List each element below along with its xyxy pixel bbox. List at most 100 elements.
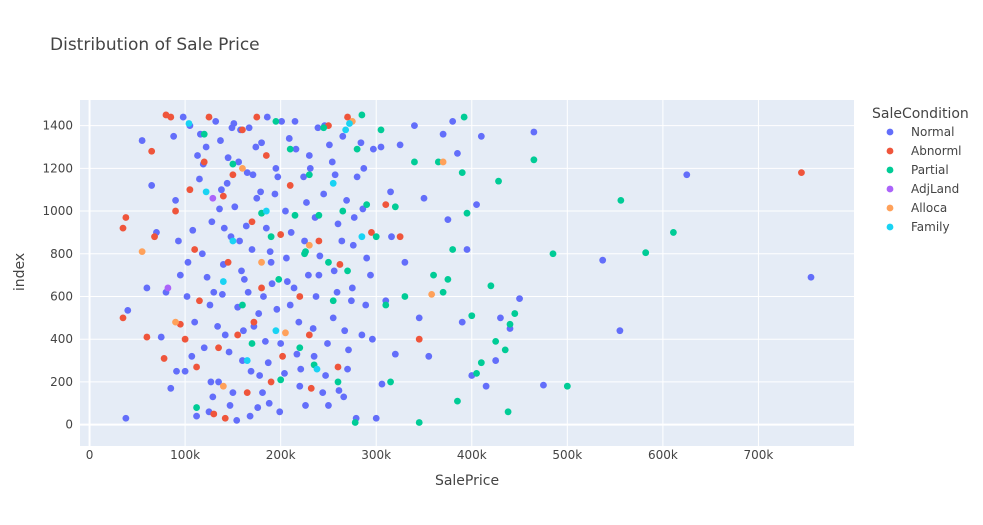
data-point[interactable] (261, 337, 269, 345)
data-point[interactable] (267, 258, 275, 266)
data-point[interactable] (283, 254, 290, 262)
data-point[interactable] (454, 149, 461, 157)
data-point[interactable] (193, 404, 200, 411)
data-point[interactable] (497, 314, 504, 322)
data-point[interactable] (334, 363, 342, 371)
data-point[interactable] (242, 222, 250, 230)
data-point[interactable] (312, 293, 320, 300)
data-point[interactable] (492, 357, 500, 364)
data-point[interactable] (196, 175, 203, 183)
data-point[interactable] (295, 318, 303, 326)
data-point[interactable] (563, 382, 571, 390)
data-point[interactable] (247, 367, 255, 375)
data-point[interactable] (240, 276, 248, 283)
data-point[interactable] (343, 196, 350, 204)
legend-item-alloca[interactable]: Alloca (886, 201, 948, 215)
data-point[interactable] (388, 233, 395, 241)
data-point[interactable] (411, 158, 418, 166)
data-point[interactable] (260, 293, 267, 300)
data-point[interactable] (206, 301, 214, 309)
data-point[interactable] (304, 271, 312, 279)
data-point[interactable] (328, 158, 336, 166)
data-point[interactable] (254, 404, 262, 411)
data-point[interactable] (219, 278, 227, 285)
data-point[interactable] (297, 365, 305, 373)
data-point[interactable] (516, 295, 523, 303)
data-point[interactable] (233, 416, 241, 424)
data-point[interactable] (290, 284, 298, 292)
data-point[interactable] (296, 293, 304, 300)
data-point[interactable] (224, 154, 232, 162)
data-point[interactable] (183, 293, 191, 300)
data-point[interactable] (303, 199, 310, 206)
data-point[interactable] (207, 378, 215, 386)
data-point[interactable] (329, 314, 337, 322)
data-point[interactable] (334, 378, 342, 386)
data-point[interactable] (449, 117, 457, 125)
data-point[interactable] (434, 158, 442, 166)
data-point[interactable] (248, 246, 256, 253)
data-point[interactable] (807, 273, 815, 281)
data-point[interactable] (122, 214, 130, 221)
data-point[interactable] (296, 382, 304, 390)
data-point[interactable] (296, 344, 304, 352)
data-point[interactable] (320, 124, 328, 132)
data-point[interactable] (223, 179, 231, 187)
data-point[interactable] (243, 389, 251, 397)
data-point[interactable] (468, 312, 476, 320)
data-point[interactable] (279, 352, 286, 360)
data-point[interactable] (458, 169, 466, 177)
data-point[interactable] (396, 141, 404, 149)
data-point[interactable] (217, 137, 224, 144)
data-point[interactable] (240, 327, 247, 335)
data-point[interactable] (444, 216, 452, 224)
data-point[interactable] (226, 402, 234, 409)
data-point[interactable] (329, 179, 337, 187)
series-adjland[interactable] (164, 194, 217, 292)
series-alloca[interactable] (138, 117, 447, 390)
data-point[interactable] (172, 196, 179, 204)
data-point[interactable] (286, 145, 294, 153)
data-point[interactable] (344, 113, 351, 121)
data-point[interactable] (281, 369, 288, 377)
data-point[interactable] (262, 224, 270, 232)
data-point[interactable] (282, 329, 289, 337)
data-point[interactable] (454, 397, 461, 405)
data-point[interactable] (172, 318, 179, 326)
data-point[interactable] (320, 190, 328, 198)
data-point[interactable] (482, 382, 490, 390)
data-point[interactable] (391, 350, 399, 358)
data-point[interactable] (202, 188, 210, 196)
legend-item-normal[interactable]: Normal (886, 125, 955, 139)
data-point[interactable] (387, 378, 394, 386)
data-point[interactable] (411, 122, 418, 130)
data-point[interactable] (313, 365, 321, 373)
data-point[interactable] (245, 124, 253, 132)
data-point[interactable] (267, 378, 275, 386)
data-point[interactable] (253, 194, 261, 202)
data-point[interactable] (487, 282, 495, 290)
data-point[interactable] (259, 389, 266, 397)
data-point[interactable] (188, 352, 196, 360)
data-point[interactable] (221, 414, 229, 422)
data-point[interactable] (173, 367, 180, 375)
data-point[interactable] (253, 113, 261, 121)
data-point[interactable] (119, 224, 127, 232)
legend-item-adjland[interactable]: AdjLand (886, 182, 960, 196)
data-point[interactable] (210, 410, 218, 418)
data-point[interactable] (202, 143, 210, 151)
data-point[interactable] (473, 201, 480, 209)
data-point[interactable] (415, 335, 423, 343)
data-point[interactable] (238, 267, 245, 275)
data-point[interactable] (255, 310, 263, 317)
data-point[interactable] (186, 186, 194, 194)
data-point[interactable] (248, 340, 256, 347)
data-point[interactable] (292, 145, 300, 153)
data-point[interactable] (305, 152, 313, 159)
data-point[interactable] (460, 113, 468, 121)
data-point[interactable] (401, 258, 409, 266)
data-point[interactable] (181, 335, 189, 343)
data-point[interactable] (250, 318, 258, 326)
data-point[interactable] (167, 113, 175, 121)
data-point[interactable] (262, 152, 270, 159)
